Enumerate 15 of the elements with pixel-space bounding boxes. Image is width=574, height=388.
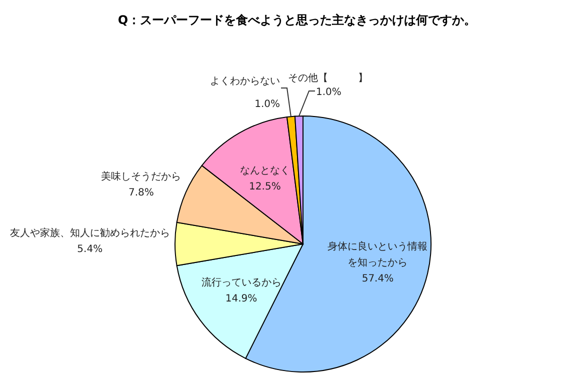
slice-label: 身体に良いという情報を知ったから (328, 240, 428, 269)
slice-label: その他【 】 (288, 72, 368, 84)
chart-title: Q：スーパーフードを食べようと思った主なきっかけは何ですか。 (118, 13, 476, 27)
data-label: 12.5% (249, 181, 281, 192)
data-label: 1.0% (254, 99, 280, 110)
slice-label: なんとなく (240, 165, 290, 176)
data-label: 5.4% (77, 244, 103, 255)
slice-label: よくわからない (210, 76, 280, 87)
slice-label: 流行っているから (201, 276, 282, 289)
data-label: 1.0% (316, 87, 342, 98)
data-label: 57.4% (362, 274, 394, 285)
slice-label: 友人や家族、知人に勧められたから (10, 227, 170, 239)
data-label: 7.8% (128, 187, 154, 198)
data-label: 14.9% (225, 294, 258, 305)
slice-label: 美味しそうだから (101, 170, 182, 182)
